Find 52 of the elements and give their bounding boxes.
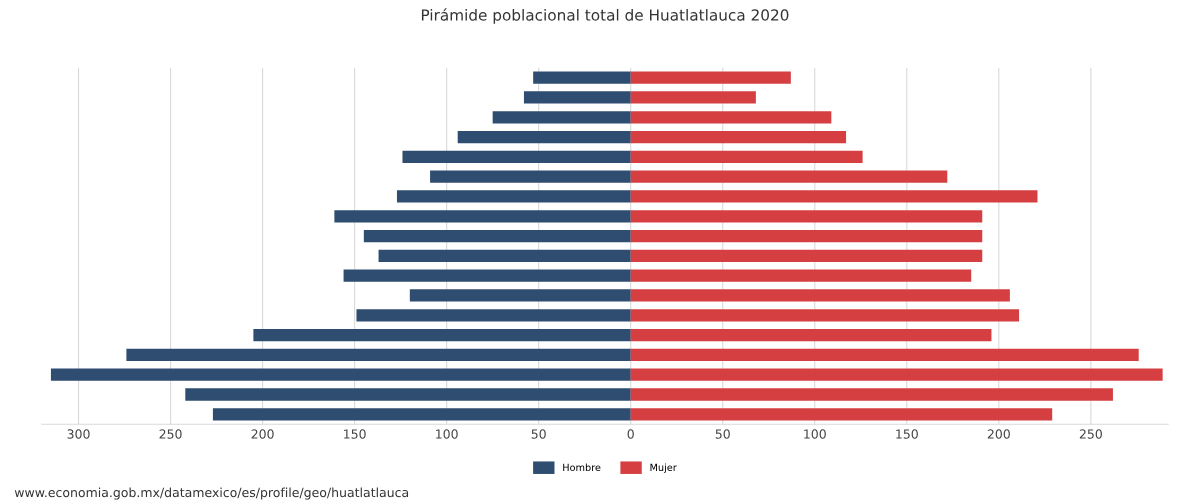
bar xyxy=(523,91,631,104)
bar xyxy=(630,408,1053,421)
bar xyxy=(409,289,631,302)
bar xyxy=(630,170,948,183)
x-tick-label: 150 xyxy=(344,429,366,439)
chart-title: Pirámide poblacional total de Huatlatlauca 2020 xyxy=(421,8,789,24)
legend-label: Mujer xyxy=(650,463,677,473)
x-tick-label: 0 xyxy=(627,429,634,439)
bar xyxy=(630,368,1163,381)
bar xyxy=(630,269,972,282)
bar xyxy=(630,328,992,342)
x-tick-label: 200 xyxy=(987,429,1010,439)
x-tick-label: 150 xyxy=(896,429,918,439)
bar xyxy=(630,150,863,164)
x-tick-label: 300 xyxy=(67,429,90,439)
x-tick-label: 250 xyxy=(1079,429,1102,439)
bar xyxy=(630,388,1113,401)
x-tick-label: 200 xyxy=(251,429,274,439)
bar xyxy=(630,130,847,144)
bar xyxy=(253,328,631,342)
bar xyxy=(378,249,631,263)
bar xyxy=(533,71,631,84)
x-tick-label: 100 xyxy=(804,429,826,439)
bar xyxy=(396,190,631,203)
bar xyxy=(492,111,631,124)
bar xyxy=(126,348,631,362)
bar xyxy=(50,368,631,381)
bar xyxy=(363,229,631,243)
bar xyxy=(212,408,631,421)
bar xyxy=(402,150,631,164)
x-tick-label: 100 xyxy=(436,429,458,439)
bar xyxy=(630,71,791,84)
bar xyxy=(630,91,756,104)
x-tick-label: 50 xyxy=(715,429,730,439)
bar xyxy=(356,309,631,322)
legend-label: Hombre xyxy=(563,463,601,472)
bar xyxy=(630,249,983,263)
bar xyxy=(630,348,1139,362)
bar xyxy=(630,111,832,124)
bar xyxy=(630,210,983,223)
bar xyxy=(630,190,1038,203)
bar xyxy=(185,388,631,401)
bar xyxy=(457,130,631,144)
bar xyxy=(630,229,983,243)
x-tick-label: 50 xyxy=(531,429,546,439)
bar xyxy=(630,289,1010,302)
text: www.economia.gob.mx/datamexico/es/profile/geo/huatlatlauca xyxy=(14,487,409,500)
bar xyxy=(630,309,1020,322)
bar xyxy=(334,210,631,223)
x-tick-label: 250 xyxy=(159,429,182,439)
bar xyxy=(343,269,631,282)
bar xyxy=(430,170,631,183)
